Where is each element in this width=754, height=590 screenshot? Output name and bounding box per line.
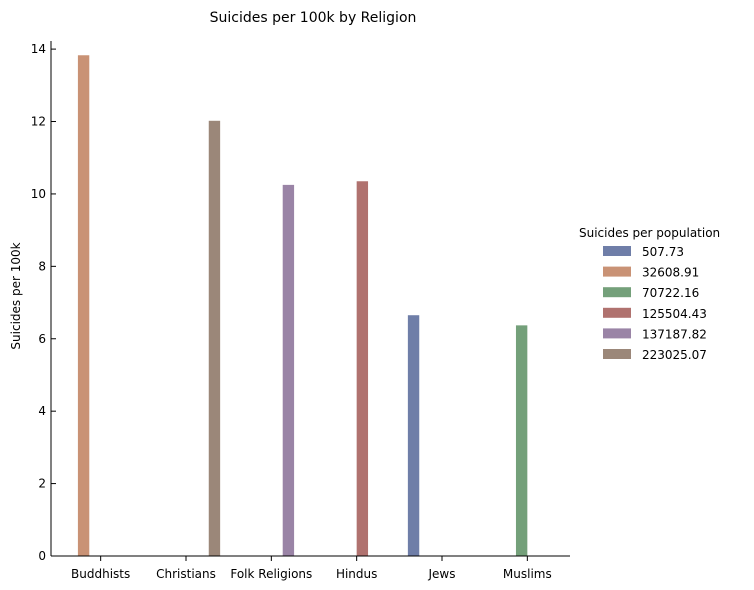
bar-jews	[407, 315, 420, 556]
legend-swatch	[603, 266, 631, 277]
bar-buddhists	[77, 55, 90, 556]
legend-entry: 70722.16	[642, 286, 699, 300]
legend-title: Suicides per population	[579, 226, 720, 240]
legend-swatch	[603, 349, 631, 359]
bar-folk-religions	[282, 184, 295, 556]
x-tick-label: Christians	[156, 567, 216, 581]
y-tick-label: 12	[31, 115, 46, 129]
x-tick-label: Folk Religions	[230, 567, 312, 581]
x-tick-label: Muslims	[503, 567, 552, 581]
bar-muslims	[515, 325, 528, 556]
plot-area: 0 2 4 6 8 10 12 14 Buddhists Christians Folk Relig…	[31, 41, 570, 581]
legend-swatch	[603, 287, 631, 298]
y-axis-label: Suicides per 100k	[9, 242, 23, 349]
bar-hindus	[356, 181, 369, 556]
x-tick-label: Hindus	[336, 567, 377, 581]
y-tick-label: 14	[31, 42, 46, 56]
y-tick-label: 10	[31, 187, 46, 201]
bar-christians	[208, 120, 221, 556]
legend-entry: 137187.82	[642, 327, 707, 341]
x-tick-label: Jews	[428, 567, 456, 581]
chart-title: Suicides per 100k by Religion	[210, 10, 417, 26]
legend-swatch	[603, 307, 631, 318]
legend-swatch	[603, 246, 631, 256]
legend-entry: 32608.91	[642, 266, 699, 280]
legend-swatch	[603, 328, 631, 339]
y-tick-label: 6	[38, 332, 46, 346]
legend-entry: 507.73	[642, 245, 684, 259]
y-tick-label: 8	[38, 259, 46, 273]
y-tick-label: 0	[38, 549, 46, 563]
legend: Suicides per population 507.73 32608.91 70…	[579, 226, 720, 362]
y-tick-label: 2	[38, 477, 46, 491]
x-tick-label: Buddhists	[71, 567, 130, 581]
y-tick-label: 4	[38, 404, 46, 418]
legend-entry: 223025.07	[642, 348, 707, 362]
legend-entry: 125504.43	[642, 307, 707, 321]
